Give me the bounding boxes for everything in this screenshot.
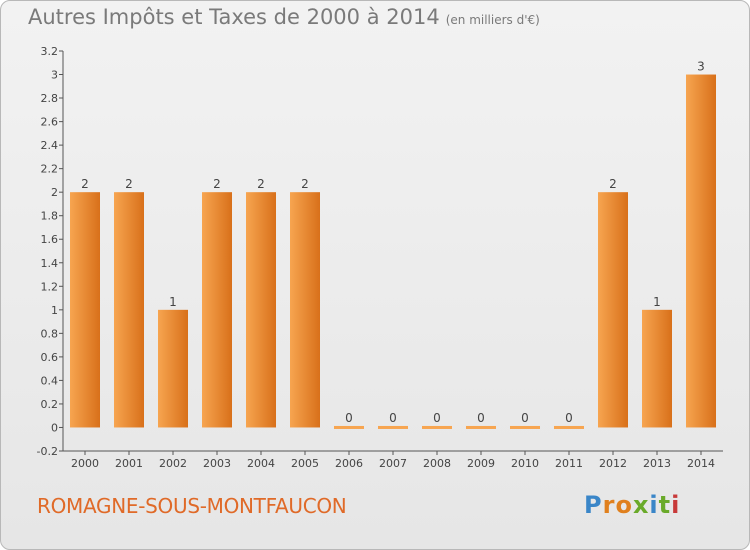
y-tick-label: 2 (51, 186, 58, 199)
y-tick-label: -0.2 (37, 445, 58, 458)
data-label: 2 (609, 177, 617, 191)
logo-letter: o (615, 491, 633, 519)
bar (510, 425, 540, 429)
y-tick-label: 0.4 (41, 374, 59, 387)
data-label: 2 (213, 177, 221, 191)
y-tick-label: 2.8 (41, 92, 59, 105)
y-tick-label: 3 (51, 69, 58, 82)
x-tick-label: 2002 (159, 457, 187, 470)
y-tick-label: 0 (51, 421, 58, 434)
bar (70, 192, 100, 428)
data-label: 0 (433, 411, 441, 425)
bar (598, 192, 628, 428)
x-tick-label: 2007 (379, 457, 407, 470)
data-label: 0 (477, 411, 485, 425)
bar (466, 425, 496, 429)
data-label: 2 (257, 177, 265, 191)
data-label: 0 (565, 411, 573, 425)
bar (202, 192, 232, 428)
y-tick-label: 1.4 (41, 257, 59, 270)
bar (246, 192, 276, 428)
data-label: 1 (169, 295, 177, 309)
x-tick-label: 2014 (687, 457, 715, 470)
x-tick-label: 2004 (247, 457, 275, 470)
logo-letter: P (584, 491, 603, 519)
bar (158, 309, 188, 428)
bar (642, 309, 672, 428)
x-tick-label: 2010 (511, 457, 539, 470)
logo-letter: i (671, 491, 681, 519)
y-tick-label: 2.4 (41, 139, 59, 152)
x-tick-label: 2009 (467, 457, 495, 470)
data-label: 2 (301, 177, 309, 191)
data-label: 3 (697, 60, 705, 74)
commune-name: ROMAGNE-SOUS-MONTFAUCON (37, 494, 347, 518)
y-tick-label: 1.8 (41, 210, 59, 223)
bar (114, 192, 144, 428)
x-tick-label: 2012 (599, 457, 627, 470)
x-tick-label: 2000 (71, 457, 99, 470)
x-tick-label: 2008 (423, 457, 451, 470)
y-tick-label: 3.2 (41, 45, 59, 58)
y-tick-label: 1.6 (41, 233, 59, 246)
y-tick-label: 1.2 (41, 280, 59, 293)
x-tick-label: 2006 (335, 457, 363, 470)
logo-letter: t (658, 491, 672, 519)
data-label: 2 (125, 177, 133, 191)
x-tick-label: 2001 (115, 457, 143, 470)
x-tick-label: 2005 (291, 457, 319, 470)
chart-title: Autres Impôts et Taxes de 2000 à 2014 (en… (28, 5, 540, 29)
data-label: 2 (81, 177, 89, 191)
data-label: 1 (653, 295, 661, 309)
bar (334, 425, 364, 429)
logo-letter: x (632, 491, 650, 519)
x-tick-label: 2013 (643, 457, 671, 470)
bar (378, 425, 408, 429)
logo-letter: i (649, 491, 659, 519)
y-tick-label: 2.6 (41, 116, 59, 129)
data-label: 0 (521, 411, 529, 425)
chart-title-text: Autres Impôts et Taxes de 2000 à 2014 (28, 5, 440, 29)
y-tick-label: 0.2 (41, 398, 59, 411)
logo-letter: r (602, 491, 616, 519)
y-tick-label: 2.2 (41, 163, 59, 176)
x-tick-label: 2011 (555, 457, 583, 470)
data-label: 0 (345, 411, 353, 425)
chart-unit: (en milliers d'€) (445, 13, 540, 27)
proxiti-logo: Proxiti (584, 491, 680, 519)
x-tick-label: 2003 (203, 457, 231, 470)
data-label: 0 (389, 411, 397, 425)
bar (554, 425, 584, 429)
bar (422, 425, 452, 429)
bar (686, 74, 716, 428)
bar (290, 192, 320, 428)
y-tick-label: 1 (51, 304, 58, 317)
y-tick-label: 0.8 (41, 327, 59, 340)
y-tick-label: 0.6 (41, 351, 59, 364)
